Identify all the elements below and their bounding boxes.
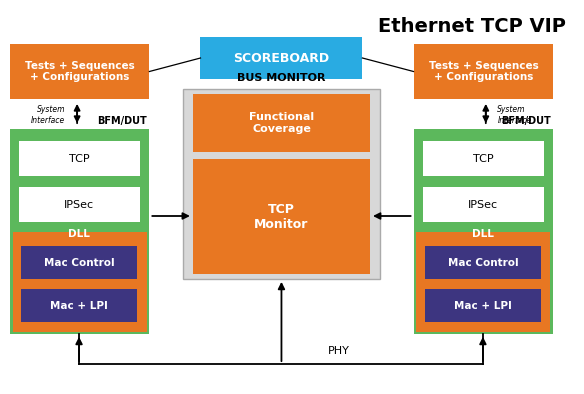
Text: Mac + LPI: Mac + LPI bbox=[50, 301, 108, 311]
Bar bbox=[423, 187, 544, 222]
Bar bbox=[200, 37, 363, 79]
Text: System
Interface: System Interface bbox=[32, 105, 65, 125]
Text: IPSec: IPSec bbox=[64, 200, 94, 210]
Bar bbox=[423, 141, 544, 176]
Bar bbox=[193, 94, 370, 152]
Bar bbox=[19, 141, 140, 176]
Text: BFM/DUT: BFM/DUT bbox=[500, 116, 550, 126]
Bar bbox=[425, 246, 541, 279]
Text: BFM/DUT: BFM/DUT bbox=[97, 116, 147, 126]
Text: TCP
Monitor: TCP Monitor bbox=[254, 203, 308, 230]
Text: System
Interface: System Interface bbox=[498, 105, 531, 125]
Bar bbox=[413, 44, 553, 99]
Bar bbox=[425, 289, 541, 322]
Text: TCP: TCP bbox=[69, 154, 89, 164]
Bar bbox=[21, 289, 137, 322]
Text: Mac + LPI: Mac + LPI bbox=[454, 301, 512, 311]
Text: DLL: DLL bbox=[68, 229, 90, 239]
Bar bbox=[10, 129, 150, 334]
Bar bbox=[193, 159, 370, 274]
Text: BUS MONITOR: BUS MONITOR bbox=[237, 73, 326, 83]
Bar bbox=[21, 246, 137, 279]
Bar bbox=[10, 44, 150, 99]
Text: SCOREBOARD: SCOREBOARD bbox=[234, 52, 329, 65]
Text: Tests + Sequences
+ Configurations: Tests + Sequences + Configurations bbox=[429, 61, 538, 82]
Bar bbox=[416, 232, 550, 332]
Text: Mac Control: Mac Control bbox=[447, 258, 518, 268]
Bar bbox=[413, 129, 553, 334]
Bar bbox=[183, 89, 380, 279]
Text: Tests + Sequences
+ Configurations: Tests + Sequences + Configurations bbox=[25, 61, 134, 82]
Text: TCP: TCP bbox=[472, 154, 493, 164]
Text: Mac Control: Mac Control bbox=[44, 258, 114, 268]
Text: IPSec: IPSec bbox=[468, 200, 498, 210]
Text: Functional
Coverage: Functional Coverage bbox=[249, 112, 314, 134]
Text: Ethernet TCP VIP: Ethernet TCP VIP bbox=[378, 17, 566, 35]
Text: PHY: PHY bbox=[328, 346, 350, 356]
Text: DLL: DLL bbox=[472, 229, 494, 239]
Bar bbox=[12, 232, 147, 332]
Bar bbox=[19, 187, 140, 222]
